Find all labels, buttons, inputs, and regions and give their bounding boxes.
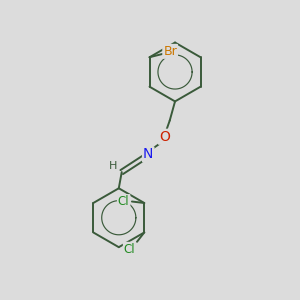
Text: Cl: Cl [124,243,135,256]
Text: H: H [109,160,118,171]
Text: Br: Br [163,45,177,58]
Text: O: O [159,130,170,144]
Text: N: N [143,147,153,161]
Text: Cl: Cl [118,195,130,208]
